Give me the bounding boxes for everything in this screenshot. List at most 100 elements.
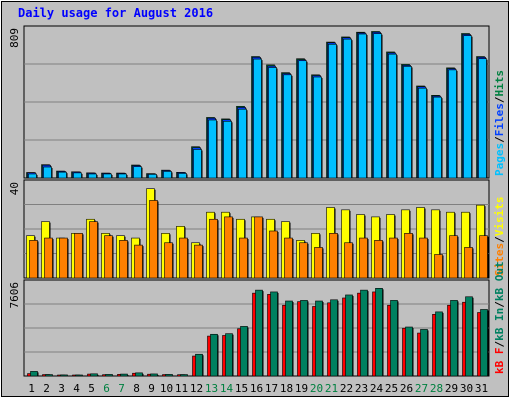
bar-kb-out-31 (480, 309, 488, 377)
side-legend-vs: Sites/Visits (493, 197, 506, 277)
bar-sites-25 (389, 237, 398, 279)
x-tick-label-20: 20 (310, 382, 323, 395)
side-label-kb-3: / (493, 301, 506, 308)
bar-pages-26 (403, 66, 412, 179)
bar-kb-out-25 (390, 300, 398, 377)
x-tick-label-29: 29 (445, 382, 458, 395)
x-tick-label-18: 18 (280, 382, 293, 395)
bar-sites-14 (224, 216, 233, 279)
bar-pages-3 (58, 171, 67, 179)
bar-sites-19 (299, 242, 308, 279)
bar-pages-18 (283, 74, 292, 179)
bar-sites-5 (89, 221, 98, 279)
bar-kb-out-9 (150, 373, 158, 377)
bar-pages-30 (463, 35, 472, 179)
bar-pages-9 (148, 174, 157, 179)
bar-kb-out-8 (135, 372, 143, 377)
bar-kb-out-1 (30, 371, 38, 377)
bar-kb-out-19 (300, 300, 308, 377)
bar-sites-22 (344, 242, 353, 279)
bar-kb-out-12 (195, 353, 203, 377)
x-tick-label-16: 16 (250, 382, 263, 395)
x-tick-label-13: 13 (205, 382, 218, 395)
bar-kb-out-17 (270, 291, 278, 377)
bar-sites-20 (314, 247, 323, 279)
side-label-hfp-1: / (493, 136, 506, 143)
chart-title: Daily usage for August 2016 (18, 6, 214, 20)
bar-kb-out-21 (330, 299, 338, 377)
bar-sites-16 (254, 216, 263, 279)
bar-pages-11 (178, 173, 187, 179)
bar-kb-out-5 (90, 373, 98, 377)
bar-pages-19 (298, 60, 307, 179)
bar-pages-16 (253, 58, 262, 179)
x-tick-label-26: 26 (400, 382, 413, 395)
bar-sites-29 (449, 235, 458, 279)
x-tick-label-9: 9 (148, 382, 155, 395)
x-tick-label-3: 3 (58, 382, 65, 395)
x-tick-label-30: 30 (460, 382, 473, 395)
bar-sites-7 (119, 240, 128, 279)
bar-sites-11 (179, 237, 188, 279)
y-max-label-hfp: 809 (8, 28, 21, 48)
bar-kb-out-15 (240, 326, 248, 377)
bar-sites-8 (134, 244, 143, 279)
side-label-vs-1: / (493, 236, 506, 243)
x-tick-label-10: 10 (160, 382, 173, 395)
bar-pages-22 (343, 38, 352, 179)
bar-sites-31 (479, 235, 488, 279)
x-tick-label-7: 7 (118, 382, 125, 395)
bar-pages-29 (448, 69, 457, 179)
x-tick-label-27: 27 (415, 382, 428, 395)
x-tick-label-25: 25 (385, 382, 398, 395)
bar-sites-15 (239, 237, 248, 279)
bar-pages-12 (193, 149, 202, 179)
side-label-hfp-2: Files (493, 103, 506, 136)
bar-sites-18 (284, 237, 293, 279)
bar-sites-21 (329, 233, 338, 279)
bar-kb-out-30 (465, 296, 473, 377)
x-tick-label-21: 21 (325, 382, 338, 395)
bar-sites-28 (434, 254, 443, 279)
bar-pages-6 (103, 173, 112, 179)
bar-pages-21 (328, 43, 337, 179)
x-tick-label-11: 11 (175, 382, 188, 395)
side-label-kb-2: kB In (493, 308, 506, 341)
side-label-kb-0: kB F (493, 348, 506, 375)
bar-sites-4 (74, 233, 83, 279)
x-tick-label-6: 6 (103, 382, 110, 395)
bar-kb-out-3 (60, 374, 68, 377)
x-tick-label-23: 23 (355, 382, 368, 395)
x-tick-label-31: 31 (475, 382, 488, 395)
x-tick-label-14: 14 (220, 382, 234, 395)
bar-sites-30 (464, 247, 473, 279)
bar-kb-out-13 (210, 333, 218, 377)
x-tick-label-1: 1 (28, 382, 35, 395)
bar-sites-27 (419, 237, 428, 279)
x-tick-label-12: 12 (190, 382, 203, 395)
bar-pages-1 (28, 173, 37, 179)
side-label-vs-2: Visits (493, 197, 506, 237)
bar-kb-out-27 (420, 329, 428, 377)
bar-pages-10 (163, 171, 172, 179)
y-max-label-vs: 40 (8, 182, 21, 195)
side-label-hfp-3: / (493, 96, 506, 103)
x-tick-label-24: 24 (370, 382, 384, 395)
bar-kb-out-23 (360, 289, 368, 377)
bar-kb-out-22 (345, 294, 353, 377)
x-tick-label-19: 19 (295, 382, 308, 395)
x-tick-label-28: 28 (430, 382, 443, 395)
bar-kb-out-24 (375, 288, 383, 377)
bar-kb-out-10 (165, 374, 173, 377)
x-tick-label-17: 17 (265, 382, 278, 395)
bar-pages-24 (373, 33, 382, 179)
side-label-vs-0: Sites (493, 243, 506, 276)
bar-kb-out-14 (225, 333, 233, 377)
bar-sites-26 (404, 233, 413, 279)
x-tick-label-8: 8 (133, 382, 140, 395)
bar-pages-27 (418, 87, 427, 179)
side-legend-hfp: Pages/Files/Hits (493, 70, 506, 176)
bar-kb-out-20 (315, 300, 323, 377)
bar-pages-15 (238, 108, 247, 179)
